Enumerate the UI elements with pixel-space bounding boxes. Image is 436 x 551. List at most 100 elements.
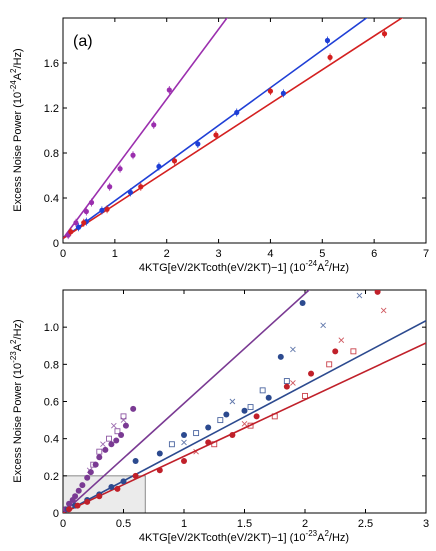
panel-b-ytick-label: 0.4 bbox=[44, 434, 59, 446]
panel-b-data-point bbox=[113, 437, 120, 444]
panel-b-xtick-label: 2.5 bbox=[358, 518, 373, 530]
panel-a-fit-line-1 bbox=[63, 18, 228, 239]
panel-a-ylabel-mid: A bbox=[12, 72, 24, 80]
panel-b-points bbox=[63, 290, 387, 513]
panel-a-fit-lines bbox=[63, 18, 404, 240]
panel-b-open-marker bbox=[283, 378, 290, 385]
panel-a-points bbox=[65, 29, 388, 240]
panel-b-cross-marker bbox=[120, 417, 127, 423]
panel-a: 0 1 2 3 4 5 6 7 0 0.4 0.8 1.2 1.6 (a) 4KTG[eV/2KTcot… bbox=[9, 17, 429, 274]
panel-b-xlabel-exp2: 2 bbox=[324, 529, 329, 538]
panel-b-cross-marker bbox=[290, 346, 296, 353]
panel-a-xlabel-end: /Hz) bbox=[329, 262, 349, 274]
panel-a-xtick-label: 4 bbox=[267, 248, 273, 260]
panel-b-ytick-label: 0.8 bbox=[44, 359, 59, 371]
panel-a-ytick-label: 0.8 bbox=[44, 148, 59, 160]
panel-b-ylabel-main: Excess Noise Power bbox=[12, 381, 24, 482]
panel-a-xtick-label: 5 bbox=[319, 248, 325, 260]
panel-b-fit-line-3 bbox=[63, 342, 426, 513]
panel-a-ytick-label: 1.2 bbox=[44, 103, 59, 115]
panel-b-open-marker bbox=[271, 413, 278, 420]
panel-b-xlabel-unit: (10 bbox=[290, 532, 306, 544]
panel-b-data-point bbox=[66, 500, 73, 507]
panel-b-open-marker bbox=[114, 428, 121, 435]
panel-b-open-marker bbox=[259, 387, 266, 394]
panel-b-cross-stroke bbox=[380, 307, 387, 314]
panel-b-data-point bbox=[72, 493, 79, 500]
panel-b-cross-stroke bbox=[320, 322, 326, 329]
panel-b-ylabel-exp1: -23 bbox=[9, 351, 18, 363]
panel-b-xlabel-exp1: -23 bbox=[306, 529, 318, 538]
panel-b-data-point bbox=[241, 407, 248, 414]
panel-b-data-point bbox=[102, 446, 109, 453]
panel-b-open-marker bbox=[106, 435, 112, 442]
panel-a-ylabel-unit: (10 bbox=[12, 92, 24, 108]
panel-b-data-point bbox=[205, 424, 212, 431]
panel-a-ylabel-end: /Hz) bbox=[12, 48, 24, 68]
panel-b-data-point bbox=[308, 370, 315, 377]
panel-b-open-marker bbox=[168, 441, 175, 448]
panel-b: 0 0.5 1 1.5 2 2.5 3 0 0.2 0.4 0.6 0.8 1.0 4KTG[eV/2K… bbox=[9, 289, 429, 544]
panel-b-cross-stroke bbox=[181, 439, 187, 446]
panel-b-cross-stroke bbox=[193, 448, 199, 455]
panel-a-frame bbox=[62, 17, 427, 244]
panel-b-open-marker bbox=[217, 417, 224, 424]
panel-b-data-point bbox=[87, 469, 94, 476]
panel-b-data-point bbox=[75, 487, 82, 494]
panel-b-cross-stroke bbox=[100, 441, 106, 448]
panel-b-ylabel-unit: (10 bbox=[12, 363, 24, 379]
panel-b-data-point bbox=[84, 498, 91, 505]
panel-b-cross-stroke bbox=[356, 292, 363, 299]
panel-b-data-point bbox=[92, 461, 99, 468]
panel-b-open-marker bbox=[211, 441, 218, 448]
panel-b-data-point bbox=[283, 383, 290, 390]
panel-b-ylabel-end: /Hz) bbox=[12, 319, 24, 339]
panel-a-xlabel-main: 4KTG[eV/2KTcoth(eV/2KT)−1] bbox=[139, 262, 287, 274]
panel-b-cross-marker bbox=[181, 439, 187, 446]
panel-a-xtick-label: 2 bbox=[164, 248, 170, 260]
panel-b-cross-marker bbox=[100, 441, 106, 448]
panel-a-xtick-label: 0 bbox=[60, 248, 66, 260]
panel-b-data-point bbox=[96, 493, 103, 500]
panel-b-xlabel: 4KTG[eV/2KTcoth(eV/2KT)−1] (10-23A2/Hz) bbox=[139, 529, 349, 544]
panel-b-cross-stroke bbox=[290, 380, 296, 386]
panel-b-data-point bbox=[277, 353, 284, 360]
panel-b-cross-marker bbox=[229, 398, 236, 405]
panel-b-open-marker bbox=[96, 448, 103, 455]
panel-b-data-point bbox=[205, 439, 212, 446]
panel-a-xlabel-exp2: 2 bbox=[324, 259, 329, 268]
panel-b-open-marker bbox=[302, 392, 308, 399]
panel-b-cross-stroke bbox=[120, 417, 127, 423]
panel-b-data-point bbox=[132, 472, 139, 479]
panel-b-data-point bbox=[79, 482, 86, 489]
panel-b-cross-marker bbox=[290, 380, 296, 386]
panel-b-cross-marker bbox=[356, 292, 363, 299]
panel-b-fit-lines bbox=[63, 290, 426, 513]
panel-a-ylabel: Excess Noise Power (10-24A2/Hz) bbox=[9, 48, 24, 211]
panel-a-fit-line-3 bbox=[63, 18, 404, 240]
panel-b-data-point bbox=[156, 467, 163, 474]
panel-b-xtick-label: 1.5 bbox=[237, 518, 252, 530]
panel-b-xtick-label: 3 bbox=[423, 518, 429, 530]
panel-b-cross-stroke bbox=[241, 420, 248, 427]
panel-a-ytick-label: 0.4 bbox=[44, 193, 59, 205]
panel-b-data-point bbox=[265, 394, 272, 401]
panel-b-data-point bbox=[181, 431, 187, 438]
panel-a-xlabel: 4KTG[eV/2KTcoth(eV/2KT)−1] (10-24A2/Hz) bbox=[139, 259, 349, 274]
panel-b-data-point bbox=[108, 483, 115, 490]
panel-b-data-point bbox=[299, 300, 306, 307]
panel-b-xtick-label: 0.5 bbox=[116, 518, 131, 530]
panel-b-cross-marker bbox=[241, 420, 248, 427]
panel-b-open-marker bbox=[326, 361, 333, 368]
panel-b-xtick-label: 1 bbox=[181, 518, 187, 530]
panel-b-xtick-label: 2 bbox=[302, 518, 308, 530]
panel-b-data-point bbox=[108, 441, 115, 448]
panel-b-data-point bbox=[374, 290, 381, 295]
panel-b-open-marker bbox=[350, 348, 357, 355]
panel-b-data-point bbox=[114, 485, 121, 492]
panel-a-ylabel-exp2: 2 bbox=[9, 68, 18, 73]
panel-b-ytick-label: 0.2 bbox=[44, 471, 59, 483]
panel-b-data-point bbox=[132, 457, 139, 464]
panel-b-data-point bbox=[74, 502, 81, 509]
